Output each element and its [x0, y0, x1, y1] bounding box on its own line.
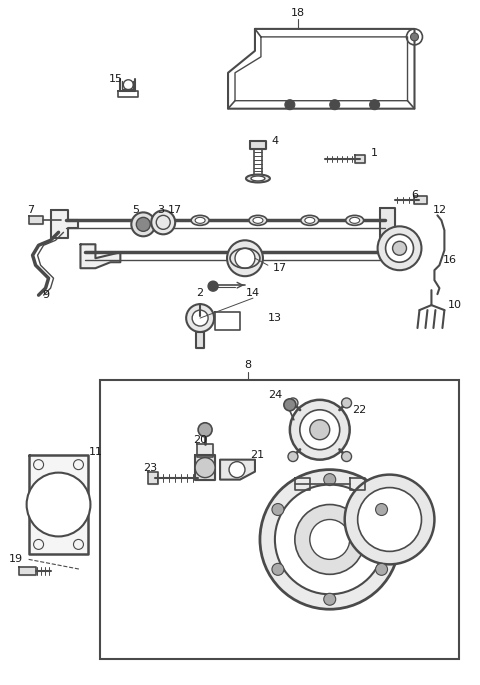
Bar — [100, 380, 459, 659]
Text: 5: 5 — [132, 206, 139, 215]
Circle shape — [272, 563, 284, 575]
Text: 22: 22 — [352, 405, 367, 415]
Text: 12: 12 — [432, 206, 446, 215]
Circle shape — [375, 503, 387, 516]
Text: 6: 6 — [411, 190, 418, 201]
Text: 10: 10 — [447, 300, 461, 310]
Circle shape — [310, 420, 330, 440]
Polygon shape — [295, 477, 310, 490]
Circle shape — [288, 451, 298, 462]
Circle shape — [208, 281, 218, 291]
Text: 21: 21 — [250, 449, 264, 460]
Text: 17: 17 — [273, 263, 287, 273]
Circle shape — [132, 212, 155, 236]
Circle shape — [310, 519, 350, 560]
Circle shape — [198, 423, 212, 437]
Circle shape — [290, 400, 350, 460]
Ellipse shape — [195, 217, 205, 223]
Circle shape — [186, 304, 214, 332]
Text: 17: 17 — [168, 206, 182, 215]
Text: 1: 1 — [371, 147, 378, 158]
Polygon shape — [415, 197, 428, 204]
Text: 24: 24 — [268, 390, 282, 400]
Polygon shape — [148, 472, 158, 484]
Ellipse shape — [350, 217, 360, 223]
Polygon shape — [220, 460, 255, 480]
Text: 19: 19 — [9, 554, 23, 564]
Circle shape — [229, 462, 245, 477]
Circle shape — [378, 226, 421, 270]
Polygon shape — [50, 210, 78, 238]
Circle shape — [370, 100, 380, 110]
Circle shape — [272, 503, 284, 516]
Ellipse shape — [191, 215, 209, 225]
Text: 11: 11 — [88, 447, 102, 457]
Text: 18: 18 — [291, 8, 305, 18]
Circle shape — [26, 473, 90, 536]
Ellipse shape — [346, 215, 364, 225]
Text: 16: 16 — [443, 256, 456, 265]
Circle shape — [410, 33, 419, 41]
Circle shape — [330, 100, 340, 110]
Circle shape — [324, 473, 336, 486]
Circle shape — [393, 241, 407, 256]
Text: 23: 23 — [143, 462, 157, 473]
Text: 7: 7 — [27, 206, 34, 215]
Polygon shape — [81, 245, 120, 269]
Circle shape — [342, 398, 351, 408]
Ellipse shape — [246, 175, 270, 182]
Circle shape — [284, 399, 296, 411]
Text: 8: 8 — [244, 360, 252, 370]
Circle shape — [358, 488, 421, 551]
Ellipse shape — [251, 176, 265, 181]
Ellipse shape — [249, 215, 267, 225]
Polygon shape — [29, 216, 43, 225]
Circle shape — [151, 210, 175, 234]
Text: 15: 15 — [108, 74, 122, 84]
Circle shape — [227, 240, 263, 276]
Circle shape — [324, 593, 336, 606]
Text: 2: 2 — [196, 288, 204, 298]
Polygon shape — [29, 455, 88, 554]
Text: 3: 3 — [157, 206, 164, 215]
Ellipse shape — [253, 217, 263, 223]
Ellipse shape — [301, 215, 319, 225]
Text: 20: 20 — [193, 435, 207, 445]
Text: 14: 14 — [246, 288, 260, 298]
Polygon shape — [355, 155, 365, 162]
Circle shape — [260, 470, 399, 609]
Ellipse shape — [305, 217, 315, 223]
Text: 9: 9 — [42, 290, 49, 300]
Circle shape — [192, 310, 208, 326]
Circle shape — [288, 398, 298, 408]
Polygon shape — [195, 455, 215, 480]
Circle shape — [342, 451, 351, 462]
Circle shape — [295, 505, 365, 574]
Circle shape — [235, 248, 255, 269]
Text: 13: 13 — [268, 313, 282, 323]
Circle shape — [285, 100, 295, 110]
Polygon shape — [380, 208, 395, 240]
Circle shape — [195, 458, 215, 477]
Polygon shape — [350, 477, 365, 490]
Polygon shape — [197, 444, 213, 457]
Polygon shape — [19, 567, 36, 575]
Circle shape — [136, 217, 150, 232]
Polygon shape — [250, 140, 266, 149]
Circle shape — [300, 410, 340, 449]
Circle shape — [375, 563, 387, 575]
Circle shape — [385, 234, 413, 262]
Text: 4: 4 — [271, 136, 278, 146]
Polygon shape — [196, 332, 204, 348]
Circle shape — [275, 484, 384, 595]
Circle shape — [345, 475, 434, 564]
